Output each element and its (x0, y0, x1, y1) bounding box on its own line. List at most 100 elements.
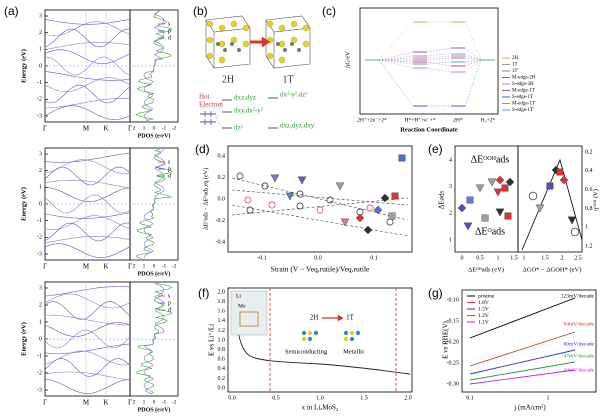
band (45, 187, 130, 202)
x-tick-label: 0.1 (466, 395, 474, 401)
x-tick-label: 1.5 (360, 395, 368, 401)
y-tick-label: -1 (37, 80, 42, 86)
axis-label: Energy (eV) (20, 322, 27, 356)
marker (559, 175, 569, 185)
marker (505, 177, 515, 187)
band (44, 71, 130, 81)
band (44, 179, 130, 189)
legend-label: d (168, 173, 171, 179)
band (44, 371, 130, 381)
phase-label: 1T (346, 314, 355, 322)
marker (373, 205, 383, 215)
atom (230, 36, 238, 44)
connector (464, 59, 482, 107)
y-tick-label: 0.2 (585, 149, 593, 155)
connector (426, 61, 452, 67)
marker (340, 218, 350, 227)
axis-label: E vs RHE(V) (442, 320, 450, 358)
legend-label: 1.1V (478, 319, 489, 325)
legend-label: M-edge-1T' (512, 102, 536, 107)
x-tick-label: 1 (547, 395, 550, 401)
x-tick-label: 0 (153, 263, 156, 269)
connector (464, 21, 482, 61)
y-tick-label: 3 (39, 151, 42, 157)
marker (270, 174, 280, 183)
legend-label: 1.2V (478, 313, 489, 319)
connector (426, 55, 452, 59)
legend-label: M-edge-2H (512, 76, 536, 81)
k-point-label: Γ (128, 263, 132, 271)
band (44, 56, 130, 76)
x-tick-label: 0.0 (314, 255, 322, 261)
legend-label: S-edge-1T (512, 95, 533, 100)
y-tick-label: 2.0 (218, 289, 226, 295)
marker (475, 184, 485, 193)
tafel-line (469, 361, 576, 381)
y-tick-label: -0.4 (216, 239, 226, 245)
connector (464, 55, 482, 61)
trend-line (231, 189, 409, 206)
legend-label: 1T (512, 63, 518, 68)
connector (378, 57, 414, 61)
axis-label: Reaction Coordinate (400, 126, 458, 133)
band (44, 152, 130, 163)
trend-line (231, 177, 409, 221)
x-tick-label: 0.1 (370, 255, 378, 261)
y-tick-label: -3 (37, 251, 42, 257)
marker (556, 168, 564, 176)
atom (216, 42, 220, 46)
x-tick-label: 2 (133, 125, 136, 131)
slope-label: 84mV/decade (563, 321, 594, 327)
axis-label: E vs Li⁺/Li (208, 324, 216, 356)
y-tick-label: 3 (39, 285, 42, 291)
legend-label: p (168, 166, 171, 172)
atom (343, 330, 349, 336)
y-tick-label: -2 (37, 97, 42, 103)
connector (426, 57, 452, 61)
k-point-label: K (103, 399, 108, 407)
marker (296, 190, 304, 198)
y-tick-label: 0 (39, 336, 42, 342)
band (44, 41, 130, 50)
band (44, 166, 130, 186)
atom (237, 48, 241, 52)
axis-label: PDOS (e/eV) (138, 270, 171, 277)
y-tick-label: -0.15 (447, 318, 460, 324)
atom (266, 20, 274, 28)
connector (464, 53, 482, 61)
atom (218, 24, 226, 32)
atom (302, 40, 310, 48)
state-label: Semiconducting (285, 348, 328, 355)
band (44, 19, 130, 25)
slope-label: 47mV/decade (563, 353, 594, 359)
y-tick-label: 0 (39, 201, 42, 207)
x-tick-label: 1 (523, 255, 526, 261)
marker (246, 206, 254, 214)
y-tick-label: 0.8 (585, 206, 593, 212)
marker (398, 154, 406, 162)
panel-label: (e) (428, 142, 443, 156)
marker (546, 182, 554, 190)
orbital-label: dxy,dx²-y² (234, 107, 263, 115)
line (215, 111, 223, 119)
y-tick-label: -0.25 (447, 360, 460, 366)
connector (464, 59, 482, 67)
y-tick-label: 1.0 (218, 337, 226, 343)
band (44, 21, 130, 37)
band (44, 343, 130, 354)
band (44, 84, 130, 104)
phase-label: 1T (282, 74, 293, 85)
legend-label: s (168, 159, 171, 165)
panel-label: (a) (4, 4, 19, 18)
atom (343, 336, 349, 342)
x-tick-label: 1 (143, 399, 146, 405)
y-tick-label: 1.2 (218, 328, 226, 334)
y-tick-label: 1.8 (218, 299, 226, 305)
band (44, 235, 130, 244)
y-tick-label: 0.4 (218, 366, 226, 372)
atom (276, 42, 280, 46)
pdos (143, 10, 165, 121)
x-tick-label: 2.5 (574, 255, 582, 261)
x-tick-label: 1 (143, 263, 146, 269)
legend-label: S-edge-1T' (512, 108, 534, 113)
